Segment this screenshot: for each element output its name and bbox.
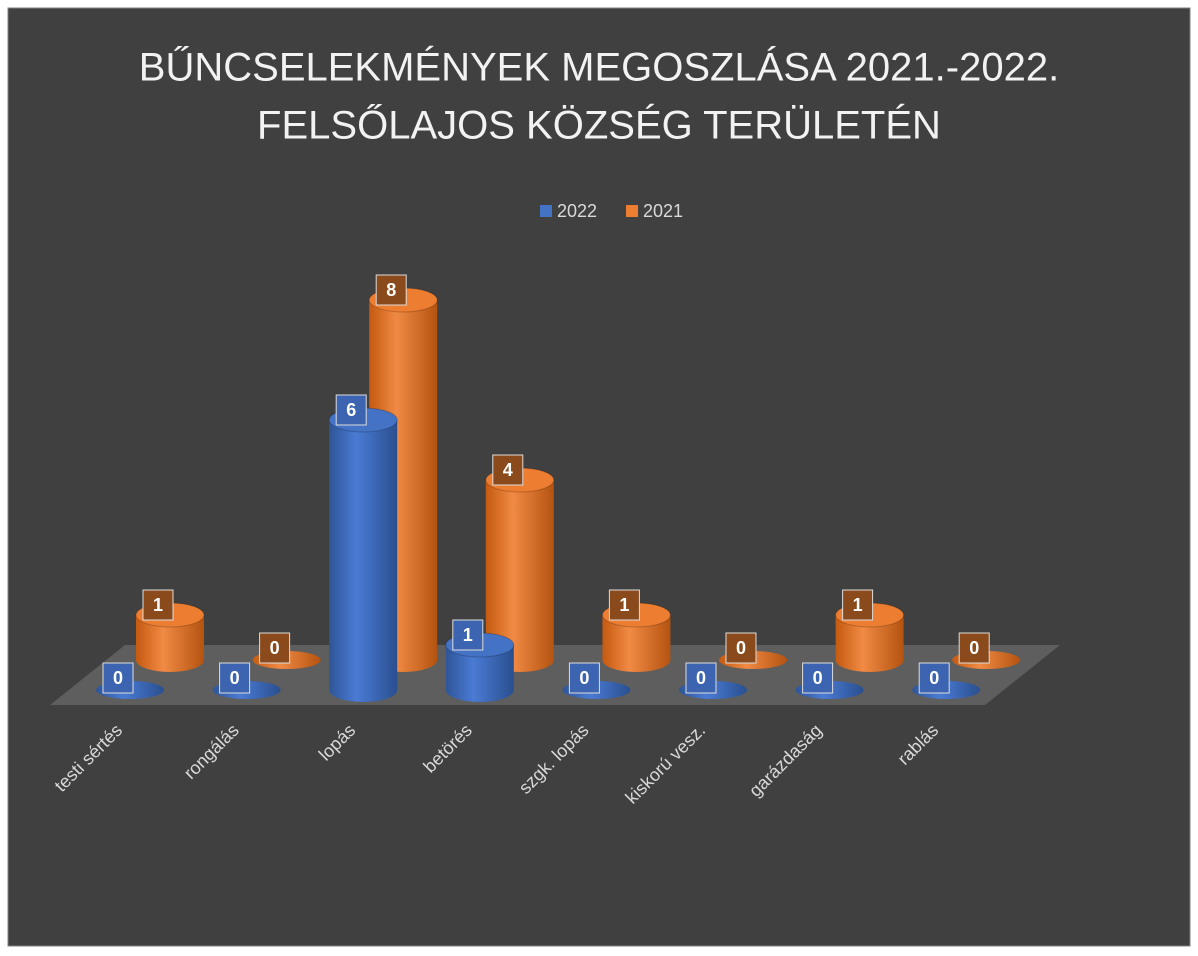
data-label: 0 <box>579 668 589 688</box>
data-label: 0 <box>113 668 123 688</box>
data-label: 1 <box>153 595 163 615</box>
data-label-box <box>492 454 524 486</box>
data-label-box <box>802 662 834 694</box>
data-label-box <box>142 589 174 621</box>
data-label: 0 <box>813 668 823 688</box>
data-label: 0 <box>230 668 240 688</box>
cylinder <box>328 407 398 702</box>
data-label-box <box>685 662 717 694</box>
data-label-box <box>452 619 484 651</box>
data-label: 0 <box>736 638 746 658</box>
data-label-box <box>259 632 291 664</box>
data-label: 0 <box>270 638 280 658</box>
data-label-box <box>375 274 407 306</box>
data-label-box <box>568 662 600 694</box>
data-label: 0 <box>929 668 939 688</box>
data-label-box <box>958 632 990 664</box>
data-label-box <box>918 662 950 694</box>
data-label: 0 <box>696 668 706 688</box>
data-label: 1 <box>853 595 863 615</box>
data-label: 6 <box>346 400 356 420</box>
data-label: 1 <box>463 625 473 645</box>
legend-swatch <box>540 205 552 217</box>
data-label: 1 <box>619 595 629 615</box>
chart-title: FELSŐLAJOS KÖZSÉG TERÜLETÉN <box>257 103 941 148</box>
cylinder-body <box>485 480 554 660</box>
data-label-box <box>102 662 134 694</box>
chart-background <box>7 7 1191 947</box>
legend-swatch <box>626 205 638 217</box>
data-label-box <box>842 589 874 621</box>
chart-title: BŰNCSELEKMÉNYEK MEGOSZLÁSA 2021.-2022. <box>139 45 1059 90</box>
legend-label: 2022 <box>557 201 597 221</box>
data-label: 4 <box>503 460 513 480</box>
data-label: 8 <box>386 280 396 300</box>
data-label-box <box>219 662 251 694</box>
data-label-box <box>608 589 640 621</box>
data-label-box <box>725 632 757 664</box>
cylinder-body <box>329 420 398 690</box>
legend-label: 2021 <box>643 201 683 221</box>
data-label-box <box>335 394 367 426</box>
data-label: 0 <box>969 638 979 658</box>
